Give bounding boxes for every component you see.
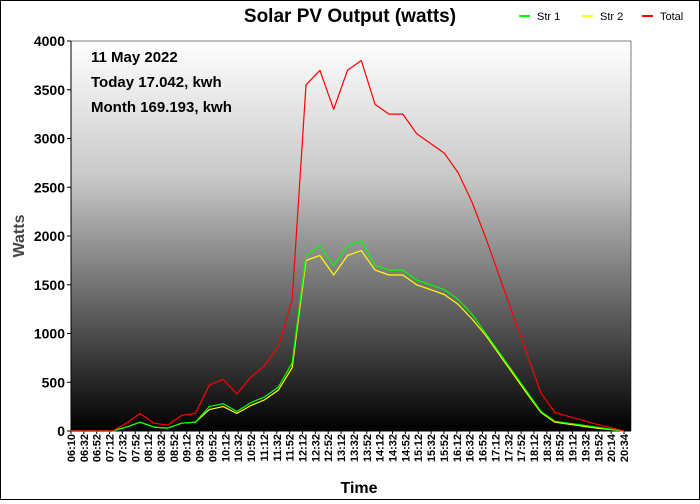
x-tick-label: 09:52 [207,434,219,462]
x-tick-label: 07:52 [130,434,142,462]
x-tick-label: 14:12 [375,434,387,462]
x-tick-label: 20:14 [606,433,618,462]
x-tick-label: 08:32 [156,434,168,462]
y-tick-label: 3500 [34,82,65,98]
x-tick-label: 18:32 [542,434,554,462]
y-tick-label: 0 [57,423,65,439]
x-tick-label: 08:52 [169,434,181,462]
x-tick-label: 18:12 [529,434,541,462]
x-tick-label: 11:52 [285,434,297,462]
plot-area [70,40,632,432]
x-tick-label: 18:52 [555,434,567,462]
annotation-text: Month 169.193, kwh [91,99,232,116]
series-layer [71,59,625,432]
legend-label: Str 2 [600,11,623,23]
x-tick-label: 14:32 [388,434,400,462]
x-axis: 06:10 06:32 06:52 07:12 07:32 07:52 08:12 08:32… [66,430,631,462]
legend-label: Total [660,11,683,23]
x-tick-label: 07:32 [117,434,129,462]
x-tick-label: 12:52 [323,434,335,462]
x-tick-label: 06:52 [92,434,104,462]
x-tick-label: 19:32 [580,434,592,462]
y-tick-label: 2000 [34,228,65,244]
x-tick-label: 12:32 [310,434,322,462]
x-tick-label: 07:12 [105,434,117,462]
x-tick-label: 14:52 [400,434,412,462]
x-tick-label: 17:32 [503,434,515,462]
annotation-text: Today 17.042, kwh [91,74,222,91]
x-tick-label: 11:12 [259,434,271,462]
x-tick-label: 09:12 [182,434,194,462]
x-tick-label: 08:12 [143,434,155,462]
series-line-str-1 [71,240,625,432]
x-tick-label: 16:12 [452,434,464,462]
x-tick-label: 09:32 [195,434,207,462]
x-tick-label: 10:12 [220,434,232,462]
x-tick-label: 06:32 [79,434,91,462]
annotation-text: 11 May 2022 [91,49,178,66]
x-tick-label: 17:52 [516,434,528,462]
x-tick-label: 13:32 [349,434,361,462]
y-axis: 0 500 1000 1500 2000 2500 3000 3500 4000 [34,33,72,439]
x-tick-label: 20:34 [619,433,631,462]
x-tick-label: 19:52 [593,434,605,462]
x-tick-label: 17:12 [490,434,502,462]
legend: Str 1 Str 2 Total [519,11,683,23]
x-tick-label: 19:12 [568,434,580,462]
x-tick-label: 13:12 [336,434,348,462]
y-tick-label: 1000 [34,326,65,342]
x-tick-label: 10:32 [233,434,245,462]
chart-title: Solar PV Output (watts) [244,6,456,27]
x-tick-label: 11:32 [272,434,284,462]
x-tick-label: 06:10 [66,434,78,462]
x-tick-label: 15:12 [413,434,425,462]
y-tick-label: 2500 [34,179,65,195]
x-axis-label: Time [340,480,377,497]
x-tick-label: 15:32 [426,434,438,462]
legend-label: Str 1 [537,11,560,23]
y-tick-label: 500 [42,374,66,390]
annotations: 11 May 2022 Today 17.042, kwh Month 169.19… [91,49,232,116]
x-tick-label: 16:32 [465,434,477,462]
x-tick-label: 15:52 [439,434,451,462]
series-line-total [71,59,625,432]
x-tick-label: 13:52 [362,434,374,462]
y-axis-label: Watts [11,214,28,257]
x-tick-label: 12:12 [297,434,309,462]
y-tick-label: 3000 [34,131,65,147]
x-tick-label: 10:52 [246,434,258,462]
x-tick-label: 16:52 [478,434,490,462]
y-tick-label: 1500 [34,277,65,293]
y-tick-label: 4000 [34,33,65,49]
